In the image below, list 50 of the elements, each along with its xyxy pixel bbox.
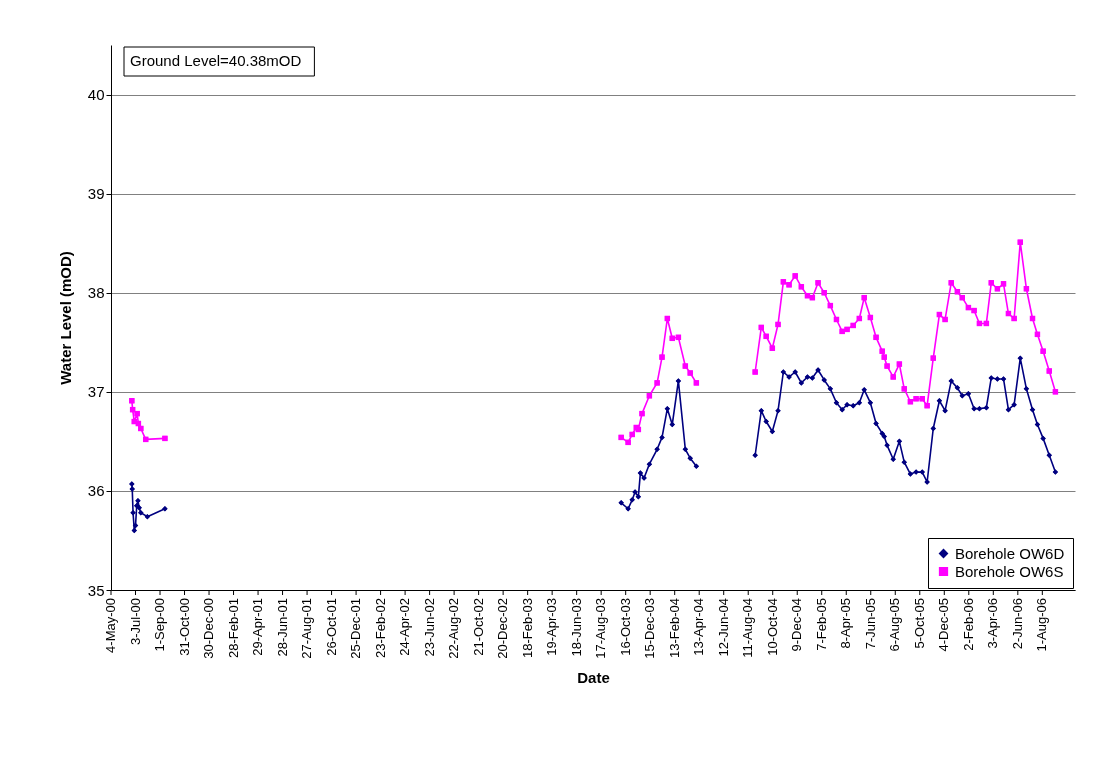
x-tick-label: 26-Oct-01 (323, 598, 339, 656)
x-tick-label: 23-Jun-02 (421, 598, 437, 657)
x-tick-label: 27-Aug-01 (299, 598, 315, 659)
x-tick-label: 11-Aug-04 (740, 598, 756, 658)
x-tick-label: 12-Jun-04 (715, 598, 731, 657)
x-tick-label: 16-Oct-03 (617, 598, 633, 656)
x-tick-label: 5-Oct-05 (911, 598, 927, 649)
x-tick-label: 23-Feb-02 (372, 598, 388, 658)
y-tick-label: 40 (87, 86, 105, 104)
y-tick-label: 38 (87, 284, 105, 302)
x-tick-label: 19-Apr-03 (544, 598, 560, 656)
legend-label: Borehole OW6S (955, 562, 1064, 580)
x-axis-title: Date (577, 668, 610, 686)
x-tick-label: 28-Jun-01 (274, 598, 290, 657)
x-tick-label: 21-Oct-02 (470, 598, 486, 656)
legend-label: Borehole OW6D (955, 544, 1065, 562)
y-tick-label: 39 (87, 185, 105, 203)
x-tick-label: 1-Sep-00 (152, 598, 168, 652)
x-tick-label: 29-Apr-01 (250, 598, 266, 656)
x-tick-label: 4-Dec-05 (936, 598, 952, 652)
x-tick-label: 15-Dec-03 (642, 598, 658, 659)
x-tick-label: 2-Jun-06 (1009, 598, 1025, 650)
annotation: Ground Level=40.38mOD (130, 52, 302, 69)
x-tick-label: 13-Apr-04 (691, 598, 707, 656)
x-tick-label: 28-Feb-01 (225, 598, 241, 658)
y-axis-title: Water Level (mOD) (56, 251, 74, 385)
x-tick-label: 9-Dec-04 (789, 598, 805, 652)
x-tick-label: 25-Dec-01 (348, 598, 364, 659)
x-tick-label: 3-Apr-06 (985, 598, 1001, 649)
y-tick-label: 36 (87, 482, 105, 500)
x-tick-label: 22-Aug-02 (446, 598, 462, 659)
x-tick-label: 24-Apr-02 (397, 598, 413, 656)
y-tick-label: 35 (87, 581, 105, 599)
x-tick-label: 30-Dec-00 (201, 598, 217, 659)
x-tick-label: 7-Jun-05 (862, 598, 878, 650)
x-tick-label: 2-Feb-06 (960, 598, 976, 651)
x-tick-label: 8-Apr-05 (838, 598, 854, 649)
x-tick-label: 20-Dec-02 (495, 598, 511, 659)
x-tick-label: 4-May-00 (103, 598, 118, 653)
x-tick-label: 6-Aug-05 (887, 598, 903, 652)
x-tick-label: 18-Jun-03 (568, 598, 584, 657)
x-tick-label: 3-Jul-00 (127, 598, 143, 645)
x-tick-label: 31-Oct-00 (176, 598, 192, 656)
x-tick-label: 17-Aug-03 (593, 598, 609, 659)
x-tick-label: 13-Feb-04 (666, 598, 682, 658)
x-tick-label: 7-Feb-05 (813, 598, 829, 651)
x-tick-label: 1-Aug-06 (1034, 598, 1050, 652)
x-tick-label: 10-Oct-04 (764, 598, 780, 656)
y-tick-label: 37 (87, 383, 105, 401)
x-tick-label: 18-Feb-03 (519, 598, 535, 658)
